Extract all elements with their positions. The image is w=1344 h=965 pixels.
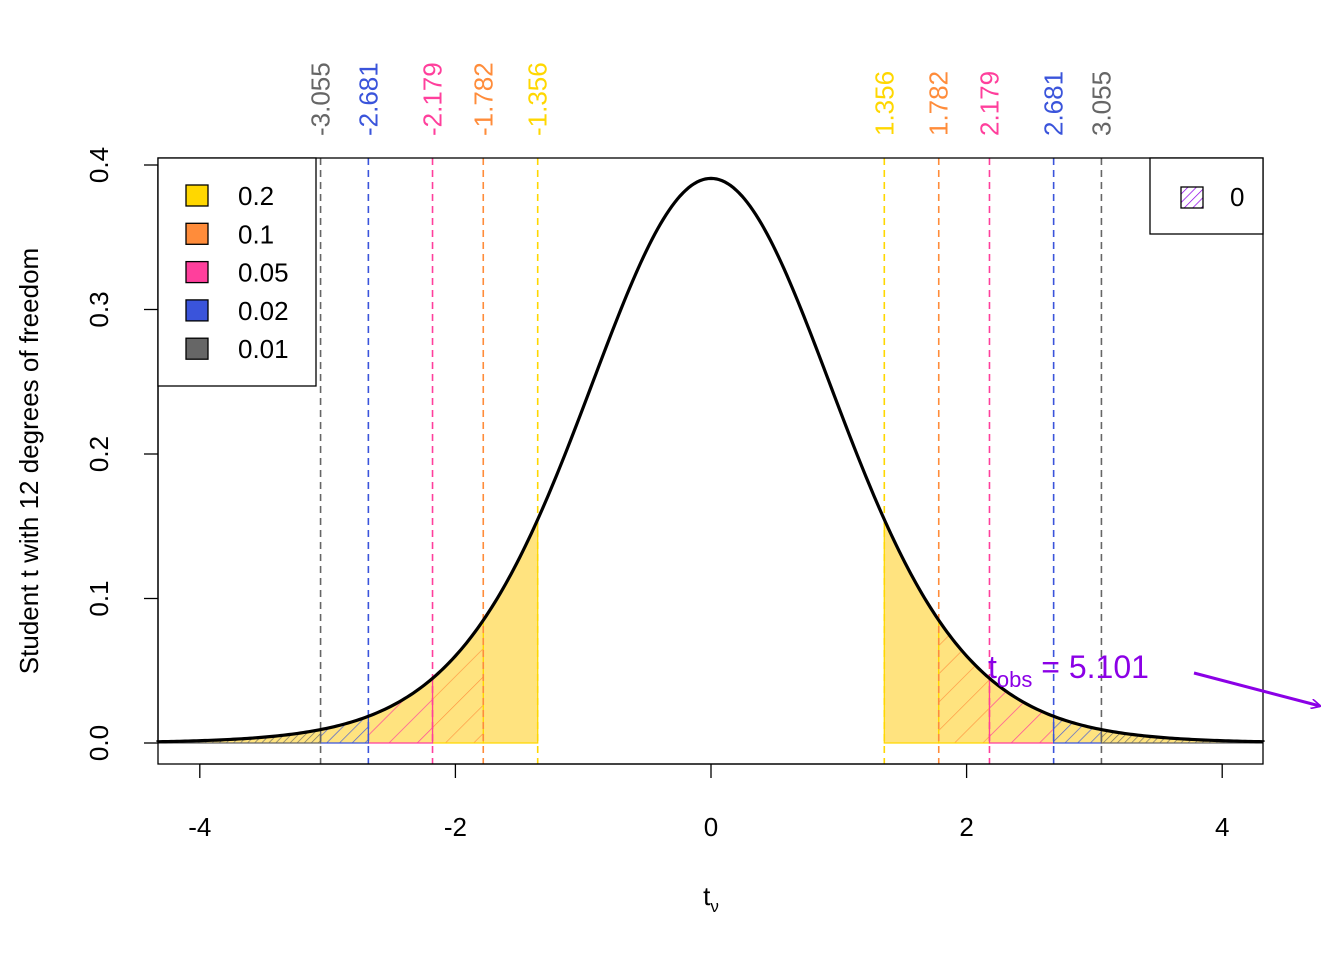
- tail-region-fill: [884, 519, 939, 743]
- pvalue-legend-label: 0: [1230, 182, 1244, 212]
- t-obs-annotation: tobs = 5.101: [988, 649, 1320, 706]
- density-curve: [156, 176, 1265, 744]
- y-tick-label: 0.2: [84, 436, 114, 472]
- pvalue-legend-swatch: [1180, 186, 1204, 209]
- critical-value-label: -2.179: [418, 62, 448, 136]
- y-tick-label: 0.4: [84, 147, 114, 183]
- alpha-legend-label: 0.1: [238, 219, 274, 249]
- alpha-legend-box: [157, 157, 317, 387]
- alpha-legend: 0.2 0.1 0.05 0.02 0.01: [157, 157, 317, 387]
- tail-region-fill: [483, 519, 538, 743]
- alpha-legend-swatch: [185, 260, 209, 284]
- x-tick-label: 2: [959, 812, 973, 842]
- alpha-legend-label: 0.02: [238, 296, 289, 326]
- alpha-legend-label: 0.01: [238, 334, 289, 364]
- alpha-legend-swatch: [185, 337, 209, 360]
- alpha-legend-swatch: [185, 184, 209, 207]
- alpha-legend-label: 0.05: [238, 258, 289, 288]
- x-tick-label: 4: [1215, 812, 1229, 842]
- pvalue-legend: 0: [1149, 157, 1264, 235]
- tail-regions: [158, 519, 1263, 744]
- x-axis-title: tν: [703, 881, 719, 916]
- critical-value-label: -2.681: [353, 62, 383, 136]
- x-tick-label: -2: [444, 812, 467, 842]
- alpha-legend-swatch: [185, 222, 209, 245]
- critical-value-label: 2.179: [974, 71, 1004, 136]
- alpha-legend-label: 0.2: [238, 181, 274, 211]
- y-tick-label: 0.3: [84, 291, 114, 327]
- critical-value-label: 2.681: [1039, 71, 1069, 136]
- y-tick-label: 0.0: [84, 725, 114, 761]
- x-axis: -4 -2 0 2 4: [188, 763, 1229, 842]
- critical-value-label: -1.782: [468, 62, 498, 136]
- tail-region-hatch: [432, 620, 484, 743]
- x-tick-label: 0: [704, 812, 718, 842]
- tail-region-hatch: [368, 678, 433, 743]
- critical-value-label: -1.356: [523, 62, 553, 136]
- alpha-legend-swatch: [185, 299, 209, 322]
- tail-region-hatch: [158, 729, 321, 743]
- y-axis: 0.0 0.1 0.2 0.3 0.4: [84, 147, 159, 761]
- tail-region-hatch: [320, 716, 369, 743]
- t-obs-arrow: [1193, 671, 1320, 706]
- tail-region-hatch: [938, 620, 990, 743]
- x-tick-label: -4: [188, 812, 211, 842]
- t-obs-label: tobs = 5.101: [988, 649, 1149, 692]
- critical-value-label: 1.782: [924, 71, 954, 136]
- pvalue-legend-box: [1149, 157, 1264, 235]
- tail-region-hatch: [989, 678, 1054, 743]
- critical-value-labels: -1.356 1.356 -1.782 1.782 -2.179 2.179 -2.681 2…: [306, 62, 1117, 136]
- critical-value-lines: [319, 158, 1103, 764]
- y-tick-label: 0.1: [84, 580, 114, 616]
- y-axis-title: Student t with 12 degrees of freedom: [14, 248, 44, 674]
- critical-value-label: -3.055: [306, 62, 336, 136]
- critical-value-label: 3.055: [1086, 71, 1116, 136]
- critical-value-label: 1.356: [869, 71, 899, 136]
- tail-region-hatch: [1053, 716, 1102, 743]
- tail-region-hatch: [1101, 729, 1263, 743]
